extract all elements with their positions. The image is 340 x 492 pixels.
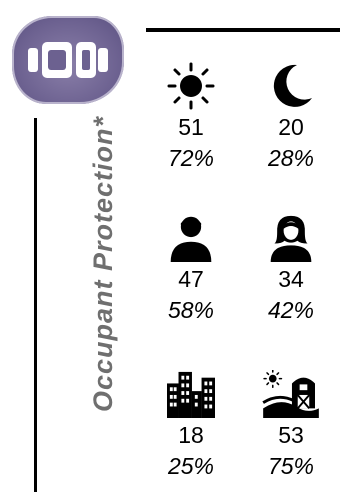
- male-person-icon: [170, 216, 212, 262]
- moon-icon: [273, 64, 312, 107]
- night-count: 20: [278, 114, 304, 140]
- stat-night: 20 28%: [246, 62, 336, 172]
- rural-barn-icon: [262, 370, 319, 418]
- side-title: Occupant Protection*: [88, 116, 118, 413]
- stat-urban: 18 25%: [146, 370, 236, 480]
- side-divider: [34, 118, 37, 492]
- urban-count: 18: [178, 422, 204, 448]
- day-count: 51: [178, 114, 204, 140]
- stat-female: 34 42%: [246, 214, 336, 324]
- female-person-icon: [270, 215, 312, 262]
- rural-count: 53: [278, 422, 304, 448]
- seatbelt-badge: [12, 16, 124, 104]
- male-count: 47: [178, 266, 204, 292]
- female-percent: 42%: [267, 297, 315, 323]
- day-percent: 72%: [167, 145, 215, 171]
- city-buildings-icon: [167, 371, 215, 418]
- stat-rural: 53 75%: [246, 370, 336, 480]
- stat-male: 47 58%: [146, 214, 236, 324]
- urban-percent: 25%: [167, 453, 215, 479]
- male-percent: 58%: [167, 297, 215, 323]
- seatbelt-buckle-icon: [28, 42, 108, 78]
- female-count: 34: [278, 266, 304, 292]
- night-percent: 28%: [267, 145, 315, 171]
- top-divider: [146, 28, 340, 32]
- sun-icon: [167, 62, 215, 110]
- rural-percent: 75%: [267, 453, 315, 479]
- stat-day: 51 72%: [146, 62, 236, 172]
